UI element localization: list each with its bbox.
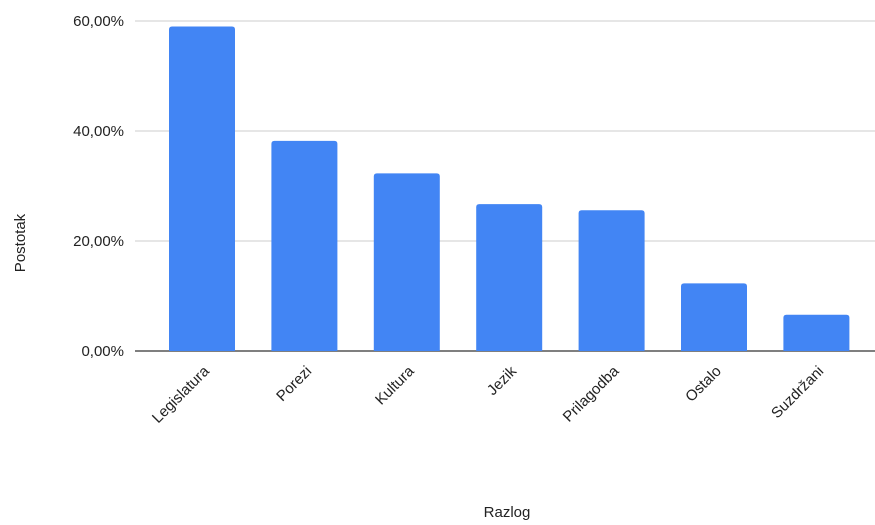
x-tick-label: Porezi <box>273 363 315 405</box>
x-tick-label: Suzdržani <box>768 363 827 422</box>
bar-legislatura <box>169 26 235 351</box>
x-tick-label: Prilagodba <box>560 362 623 425</box>
y-axis-title: Postotak <box>12 213 29 272</box>
y-tick-label: 0,00% <box>81 343 124 360</box>
y-tick-label: 20,00% <box>73 233 124 250</box>
x-tick-labels: Legislatura Porezi Kultura Jezik Prilagodba O… <box>149 362 827 426</box>
bar-porezi <box>271 140 338 351</box>
bars <box>169 26 850 351</box>
bar-suzdržani <box>783 314 850 351</box>
bar-kultura <box>373 173 440 351</box>
x-axis-title: Razlog <box>484 504 531 521</box>
y-tick-label: 40,00% <box>73 123 124 140</box>
bar-prilagodba <box>578 210 645 351</box>
y-tick-label: 60,00% <box>73 13 124 30</box>
x-tick-label: Kultura <box>372 362 418 408</box>
bar-ostalo <box>681 283 747 351</box>
x-tick-label: Ostalo <box>682 363 725 406</box>
bar-jezik <box>476 204 543 351</box>
x-tick-label: Legislatura <box>149 362 213 426</box>
x-tick-label: Jezik <box>484 362 521 399</box>
y-tick-labels: 0,00% 20,00% 40,00% 60,00% <box>73 13 124 360</box>
